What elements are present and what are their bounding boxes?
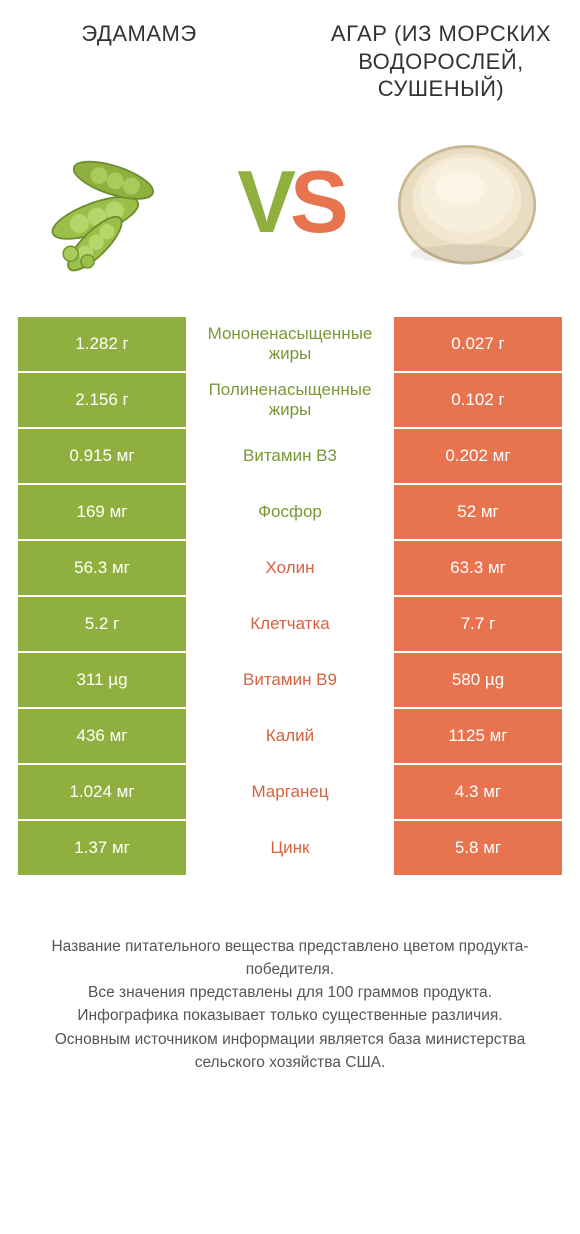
left-value: 169 мг — [18, 485, 186, 539]
titles-row: ЭДАМАМЭ АГАР (ИЗ МОРСКИХ ВОДОРОСЛЕЙ, СУШ… — [18, 20, 562, 103]
right-value: 4.3 мг — [394, 765, 562, 819]
agar-bowl-icon — [387, 122, 547, 282]
left-value: 0.915 мг — [18, 429, 186, 483]
nutrient-label: Витамин B9 — [186, 653, 394, 707]
right-value: 580 µg — [394, 653, 562, 707]
table-row: 311 µgВитамин B9580 µg — [18, 653, 562, 707]
right-value: 52 мг — [394, 485, 562, 539]
left-food-image — [28, 117, 198, 287]
left-value: 311 µg — [18, 653, 186, 707]
right-value: 0.202 мг — [394, 429, 562, 483]
nutrient-label: Калий — [186, 709, 394, 763]
nutrient-label: Мононенасыщенные жиры — [186, 317, 394, 371]
right-value: 5.8 мг — [394, 821, 562, 875]
right-value: 1125 мг — [394, 709, 562, 763]
title-right: АГАР (ИЗ МОРСКИХ ВОДОРОСЛЕЙ, СУШЕНЫЙ) — [320, 20, 562, 103]
right-value: 7.7 г — [394, 597, 562, 651]
left-value: 1.37 мг — [18, 821, 186, 875]
right-value: 0.102 г — [394, 373, 562, 427]
vs-s: S — [290, 152, 343, 251]
left-value: 56.3 мг — [18, 541, 186, 595]
comparison-table: 1.282 гМононенасыщенные жиры0.027 г2.156… — [18, 317, 562, 875]
table-row: 436 мгКалий1125 мг — [18, 709, 562, 763]
left-value: 1.024 мг — [18, 765, 186, 819]
table-row: 169 мгФосфор52 мг — [18, 485, 562, 539]
footer-line: Все значения представлены для 100 граммо… — [24, 981, 556, 1004]
footer-line: Название питательного вещества представл… — [24, 935, 556, 982]
nutrient-label: Полиненасыщенные жиры — [186, 373, 394, 427]
infographic-page: ЭДАМАМЭ АГАР (ИЗ МОРСКИХ ВОДОРОСЛЕЙ, СУШ… — [0, 0, 580, 1234]
nutrient-label: Холин — [186, 541, 394, 595]
nutrient-label: Витамин B3 — [186, 429, 394, 483]
nutrient-label: Марганец — [186, 765, 394, 819]
table-row: 2.156 гПолиненасыщенные жиры0.102 г — [18, 373, 562, 427]
nutrient-label: Фосфор — [186, 485, 394, 539]
right-value: 63.3 мг — [394, 541, 562, 595]
left-value: 2.156 г — [18, 373, 186, 427]
vs-v: V — [237, 152, 290, 251]
nutrient-label: Клетчатка — [186, 597, 394, 651]
vs-label: VS — [237, 158, 342, 246]
left-value: 5.2 г — [18, 597, 186, 651]
table-row: 1.282 гМононенасыщенные жиры0.027 г — [18, 317, 562, 371]
footer-notes: Название питательного вещества представл… — [18, 935, 562, 1075]
left-value: 1.282 г — [18, 317, 186, 371]
title-left: ЭДАМАМЭ — [18, 20, 260, 103]
table-row: 56.3 мгХолин63.3 мг — [18, 541, 562, 595]
table-row: 1.37 мгЦинк5.8 мг — [18, 821, 562, 875]
right-food-image — [382, 117, 552, 287]
table-row: 0.915 мгВитамин B30.202 мг — [18, 429, 562, 483]
right-value: 0.027 г — [394, 317, 562, 371]
table-row: 1.024 мгМарганец4.3 мг — [18, 765, 562, 819]
table-row: 5.2 гКлетчатка7.7 г — [18, 597, 562, 651]
footer-line: Основным источником информации является … — [24, 1028, 556, 1075]
title-spacer — [260, 20, 320, 103]
hero-row: VS — [18, 117, 562, 287]
nutrient-label: Цинк — [186, 821, 394, 875]
edamame-icon — [33, 122, 193, 282]
footer-line: Инфографика показывает только существенн… — [24, 1004, 556, 1027]
left-value: 436 мг — [18, 709, 186, 763]
